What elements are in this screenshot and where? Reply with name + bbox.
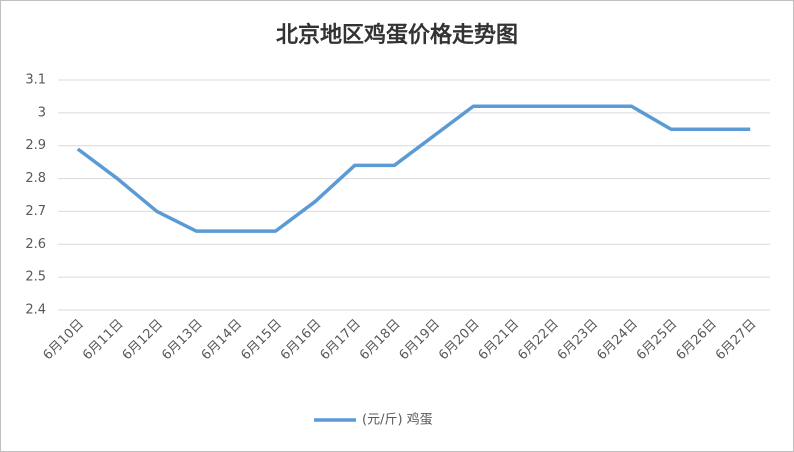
y-tick-label: 2.8 [25, 171, 46, 186]
y-tick-label: 2.4 [25, 303, 46, 318]
y-tick-label: 3 [38, 105, 46, 120]
y-tick-label: 2.9 [25, 138, 46, 153]
y-tick-label: 2.7 [25, 204, 46, 219]
y-tick-label: 2.6 [25, 237, 46, 252]
line-series [76, 104, 751, 233]
y-tick-label: 2.5 [25, 270, 46, 285]
legend-label: (元/斤) 鸡蛋 [362, 412, 433, 428]
chart-title: 北京地区鸡蛋价格走势图 [276, 22, 518, 48]
y-tick-label: 3.1 [25, 73, 46, 88]
